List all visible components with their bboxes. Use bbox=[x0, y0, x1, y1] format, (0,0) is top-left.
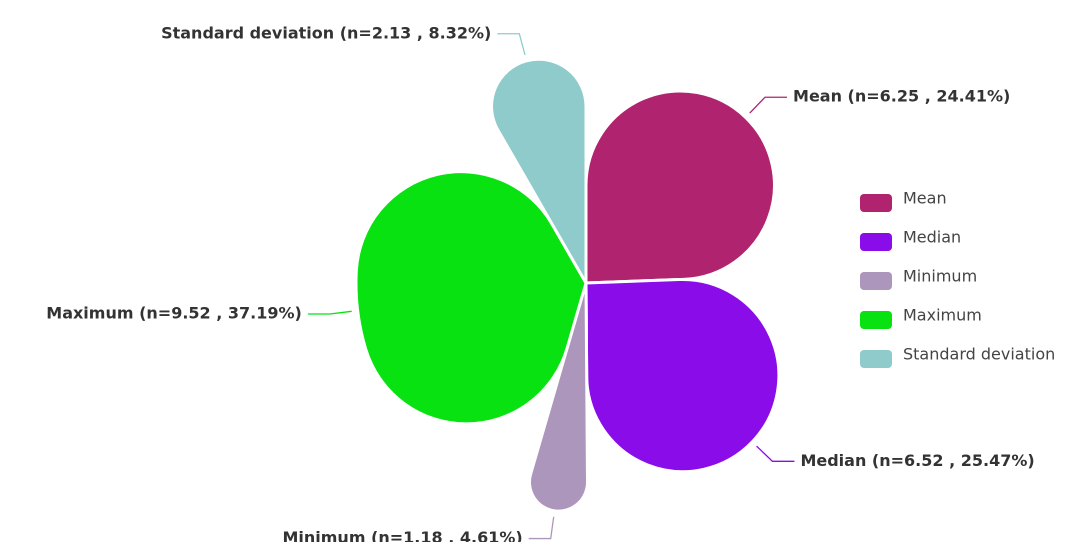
slice bbox=[490, 57, 588, 285]
slice bbox=[527, 281, 590, 513]
legend-label: Maximum bbox=[903, 306, 982, 325]
slice bbox=[354, 170, 588, 426]
slice-label: Mean (n=6.25 , 24.41%) bbox=[793, 87, 1010, 106]
legend-swatch bbox=[860, 311, 892, 329]
slice-label: Standard deviation (n=2.13 , 8.32%) bbox=[161, 23, 491, 42]
legend-swatch bbox=[860, 350, 892, 368]
leader-line bbox=[528, 516, 555, 540]
legend-swatch bbox=[860, 233, 892, 251]
legend-label: Mean bbox=[903, 189, 947, 208]
legend-label: Minimum bbox=[903, 267, 977, 286]
slice-label: Minimum (n=1.18 , 4.61%) bbox=[282, 528, 522, 542]
slice bbox=[584, 89, 776, 285]
leader-line bbox=[756, 445, 795, 462]
legend-swatch bbox=[860, 272, 892, 290]
leader-line bbox=[749, 96, 788, 114]
leader-line bbox=[497, 33, 526, 56]
legend-swatch bbox=[860, 194, 892, 212]
legend-label: Standard deviation bbox=[903, 345, 1055, 364]
slice-label: Maximum (n=9.52 , 37.19%) bbox=[46, 303, 302, 322]
slice-label: Median (n=6.52 , 25.47%) bbox=[800, 451, 1034, 470]
legend-label: Median bbox=[903, 228, 961, 247]
slice bbox=[584, 278, 781, 474]
leader-line bbox=[307, 310, 352, 315]
